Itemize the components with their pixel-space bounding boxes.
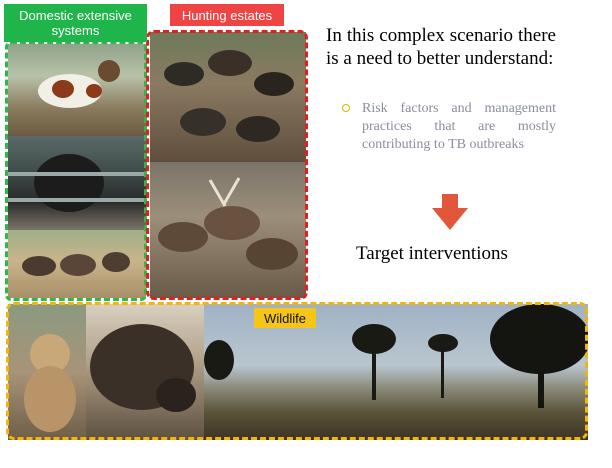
wildlife-label-text: Wildlife — [264, 310, 306, 326]
domestic-pigs-photo — [8, 230, 146, 298]
domestic-frame — [5, 41, 147, 301]
domestic-cattle-photo — [8, 44, 146, 136]
hunting-deer-photo — [150, 162, 306, 298]
hunting-label: Hunting estates — [170, 4, 284, 26]
hunting-label-text: Hunting estates — [181, 7, 273, 23]
bullet-circle-icon — [342, 104, 350, 112]
hunting-frame — [146, 30, 308, 300]
domestic-label: Domestic extensive systems — [4, 4, 147, 42]
down-arrow-icon — [432, 194, 468, 230]
heading-text: In this complex scenario there is a need… — [326, 25, 556, 69]
bullet-text: Risk factors and management practices th… — [362, 101, 556, 152]
domestic-bull-photo — [8, 136, 146, 230]
wildlife-frame — [6, 302, 588, 440]
wildlife-lynx-photo — [8, 304, 90, 440]
wildlife-label: Wildlife — [254, 308, 316, 328]
wildlife-boar-photo — [86, 304, 206, 440]
target-text: Target interventions — [356, 243, 508, 264]
domestic-label-text: Domestic extensive systems — [19, 8, 132, 38]
hunting-boars-photo — [150, 32, 306, 162]
